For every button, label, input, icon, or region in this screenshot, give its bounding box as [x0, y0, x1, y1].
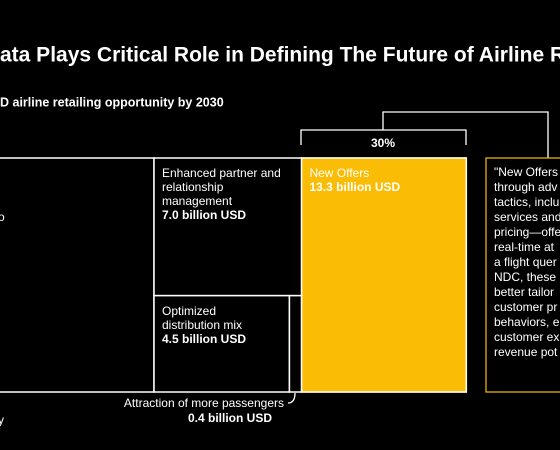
cell-label: Optimized — [162, 304, 216, 318]
quote-line: services and — [494, 210, 560, 224]
quote-line: NDC, these — [494, 270, 556, 284]
quote-line: customer pr — [494, 300, 557, 314]
cell-label: relationship — [162, 180, 224, 194]
treemap-cell — [300, 157, 468, 393]
cell-label: Attraction of more passengers — [124, 396, 284, 410]
treemap-cell — [153, 294, 291, 393]
quote-line: through adv — [494, 180, 557, 194]
quote-line: behaviors, e — [494, 315, 560, 329]
cell-label: Enhanced partner and — [162, 166, 281, 180]
quote-line: a flight quer — [494, 255, 557, 269]
quote-line: pricing—offe — [494, 225, 560, 239]
edge-fragment: y — [0, 413, 4, 427]
value-label: 4.5 billion USD — [162, 332, 246, 346]
chart-title: ata Plays Critical Role in Defining The … — [0, 44, 560, 67]
value-label: 7.0 billion USD — [162, 208, 246, 222]
quote-line: customer ex — [494, 330, 559, 344]
cell-label: New Offers — [309, 166, 369, 180]
brackets — [287, 111, 549, 404]
quote-line: tactics, inclu — [494, 195, 559, 209]
cropped-box — [0, 157, 155, 393]
edge-fragment: o — [0, 210, 5, 224]
value-label: 0.4 billion USD — [188, 411, 272, 425]
quote-line: "New Offers — [494, 165, 558, 179]
treemap-cell — [288, 294, 303, 393]
share-label: 30% — [371, 136, 395, 150]
cell-label: distribution mix — [162, 318, 242, 332]
quote-line: real-time at — [494, 240, 555, 254]
value-label: 13.3 billion USD — [309, 180, 400, 194]
cell-label: management — [162, 194, 233, 208]
quote-line: better tailor — [494, 285, 554, 299]
quote-box — [485, 157, 560, 393]
treemap-cell — [153, 157, 303, 297]
quote-line: revenue pot — [494, 345, 558, 359]
subtitle: D airline retailing opportunity by 2030 — [0, 95, 224, 109]
